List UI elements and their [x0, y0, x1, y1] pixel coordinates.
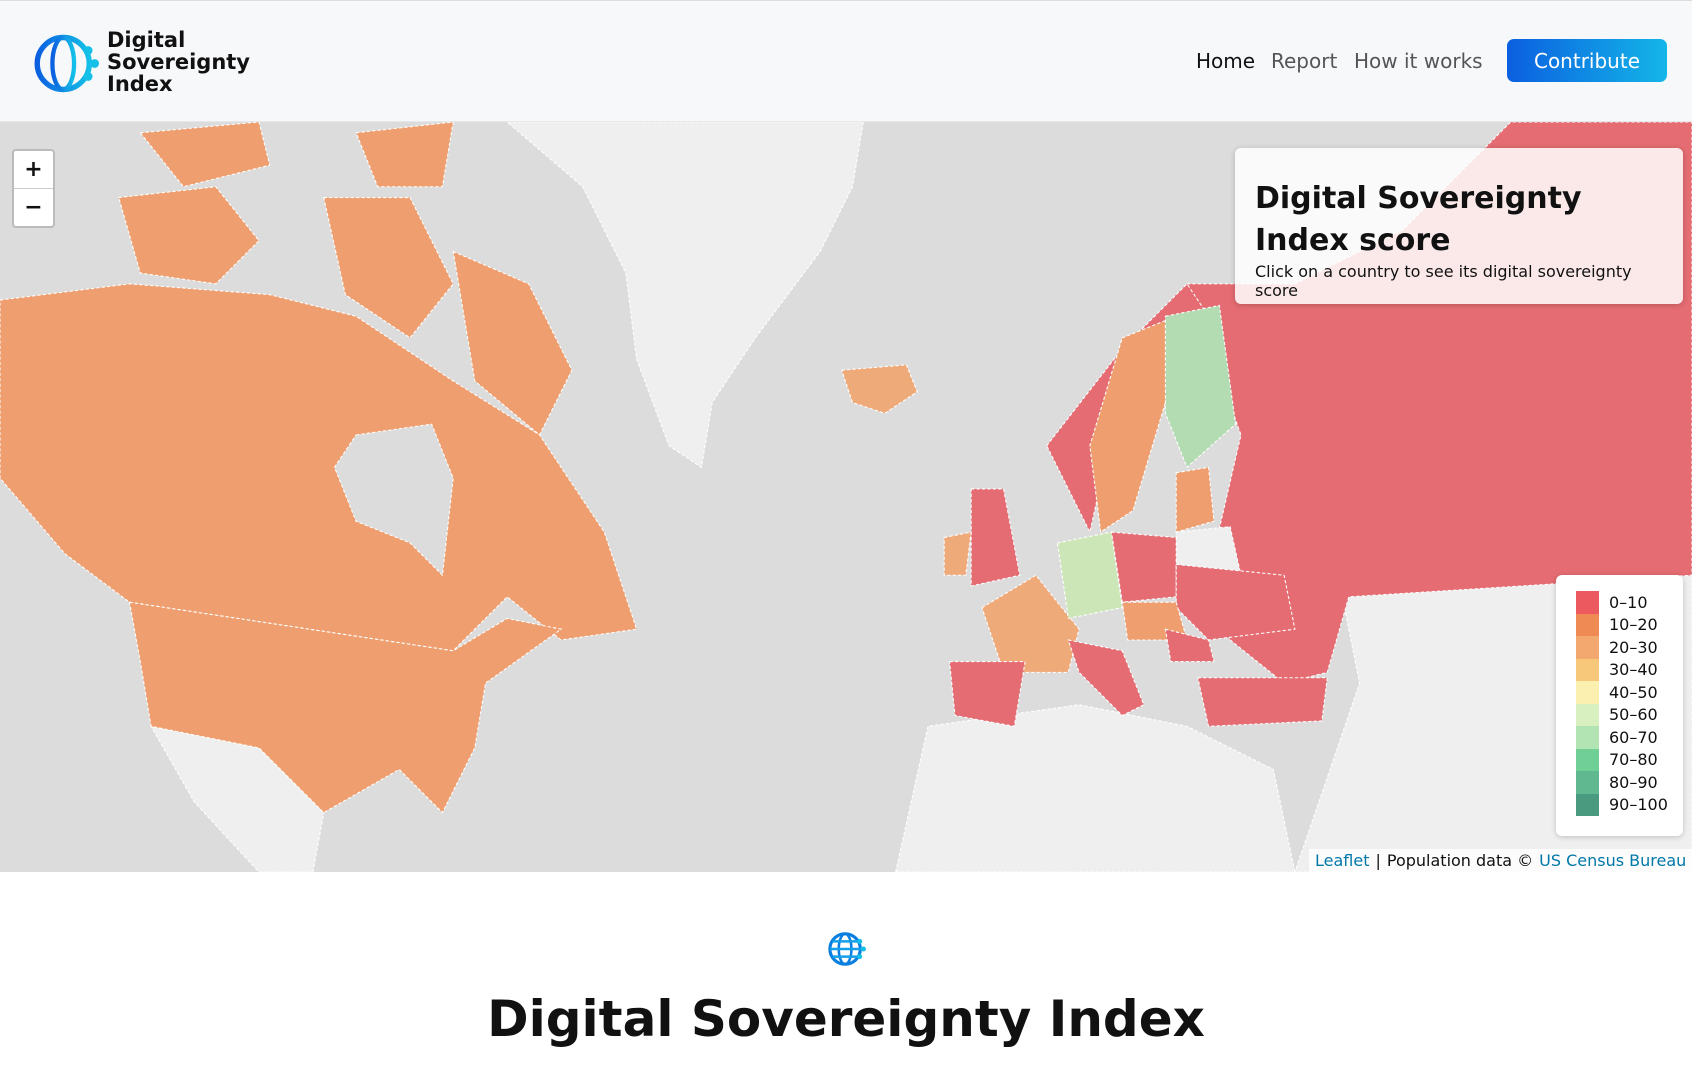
zoom-control: + −: [12, 149, 55, 228]
source-link[interactable]: US Census Bureau: [1539, 851, 1687, 870]
legend-label: 90–100: [1609, 795, 1668, 815]
legend-item: 70–80: [1576, 748, 1683, 771]
attribution: Leaflet | Population data © US Census Bu…: [1309, 849, 1692, 872]
zoom-out[interactable]: −: [24, 195, 43, 220]
attribution-text: Population data ©: [1386, 851, 1534, 870]
legend-label: 50–60: [1609, 705, 1658, 725]
legend-item: 80–90: [1576, 771, 1683, 794]
legend-label: 40–50: [1609, 682, 1658, 702]
info-text: Click on a country to see its digital so…: [1255, 262, 1632, 300]
nav-link[interactable]: How it works: [1354, 49, 1483, 73]
legend-label: 10–20: [1609, 615, 1658, 635]
info-title: Digital Sovereignty Index score: [1255, 181, 1582, 258]
contribute-button[interactable]: Contribute: [1507, 39, 1667, 82]
legend-item: 20–30: [1576, 636, 1683, 659]
legend-item: 50–60: [1576, 703, 1683, 726]
legend-swatch: [1576, 658, 1599, 681]
legend-label: 70–80: [1609, 750, 1658, 770]
nav-link[interactable]: Report: [1271, 49, 1338, 73]
legend: 0–10 10–20 20–30 30–40 40–50 50–60 60–70 70–80 8…: [1556, 575, 1683, 836]
nav-link[interactable]: Home: [1196, 49, 1256, 73]
logo-text[interactable]: Digital Sovereignty Index: [107, 29, 250, 95]
legend-swatch: [1576, 681, 1599, 704]
legend-item: 60–70: [1576, 726, 1683, 749]
header: Digital Sovereignty Index Home Report Ho…: [0, 0, 1692, 122]
legend-label: 60–70: [1609, 727, 1658, 747]
separator: |: [1375, 851, 1381, 870]
legend-item: 40–50: [1576, 681, 1683, 704]
legend-item: 10–20: [1576, 613, 1683, 636]
legend-swatch: [1576, 591, 1599, 614]
page-title: Digital Sovereignty Index: [487, 990, 1205, 1048]
legend-swatch: [1576, 771, 1599, 794]
legend-label: 80–90: [1609, 772, 1658, 792]
legend-swatch: [1576, 636, 1599, 659]
legend-item: 90–100: [1576, 793, 1683, 816]
zoom-in[interactable]: +: [14, 151, 53, 189]
legend-item: 0–10: [1576, 591, 1683, 614]
leaflet-link[interactable]: Leaflet: [1315, 851, 1370, 870]
legend-swatch: [1576, 793, 1599, 816]
legend-label: 20–30: [1609, 637, 1658, 657]
logo-line: Index: [107, 72, 173, 96]
legend-item: 30–40: [1576, 658, 1683, 681]
legend-swatch: [1576, 726, 1599, 749]
legend-label: 0–10: [1609, 592, 1648, 612]
footer-logo: [828, 932, 866, 966]
logo-icon[interactable]: [34, 31, 99, 96]
logo-line: Digital: [107, 28, 186, 52]
logo-line: Sovereignty: [107, 50, 250, 74]
legend-swatch: [1576, 703, 1599, 726]
legend-swatch: [1576, 613, 1599, 636]
info-panel: Digital Sovereignty Index score Click on…: [1235, 148, 1683, 304]
legend-swatch: [1576, 748, 1599, 771]
legend-label: 30–40: [1609, 660, 1658, 680]
